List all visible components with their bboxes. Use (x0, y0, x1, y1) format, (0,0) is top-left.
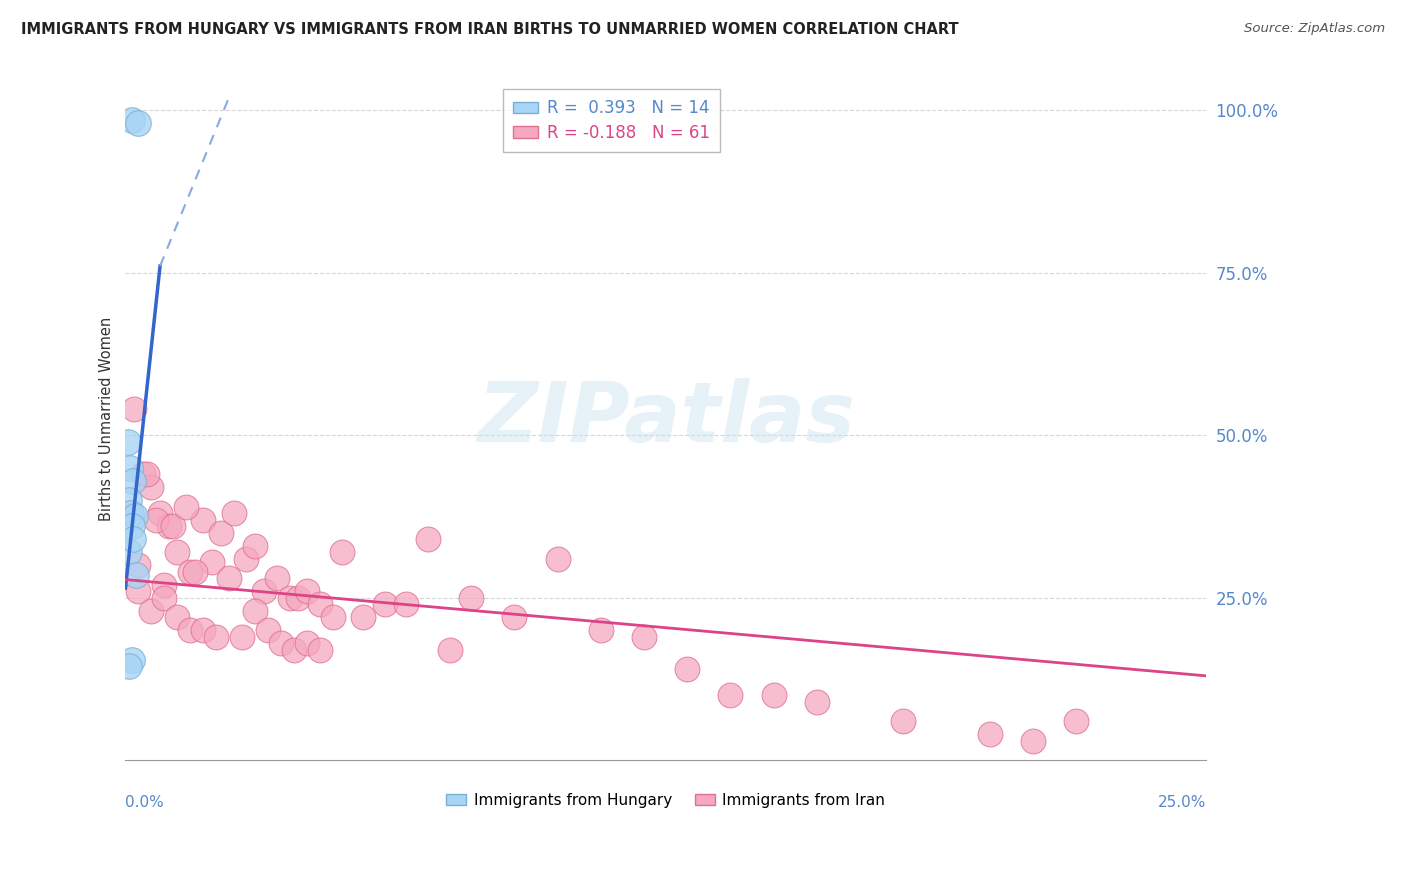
Y-axis label: Births to Unmarried Women: Births to Unmarried Women (100, 317, 114, 521)
Point (295, 584, 318, 599)
Point (153, 578, 176, 592)
Point (162, 519, 184, 533)
Point (270, 636, 292, 650)
Point (117, 434, 139, 449)
Point (283, 642, 305, 657)
Point (209, 525, 232, 540)
Point (118, 659, 141, 673)
Point (278, 591, 301, 605)
Point (193, 513, 215, 527)
Point (762, 689, 785, 703)
Point (125, 568, 148, 582)
Point (891, 714, 914, 729)
Point (122, 402, 145, 417)
Point (309, 642, 332, 657)
Text: Source: ZipAtlas.com: Source: ZipAtlas.com (1244, 22, 1385, 36)
Point (118, 545, 141, 559)
Legend: Immigrants from Hungary, Immigrants from Iran: Immigrants from Hungary, Immigrants from… (440, 787, 891, 814)
Point (235, 551, 257, 566)
Point (166, 545, 188, 559)
Point (121, 519, 143, 533)
Point (806, 695, 828, 709)
Point (374, 597, 396, 611)
Text: 25.0%: 25.0% (1157, 795, 1206, 810)
Point (141, 480, 163, 494)
Point (118, 493, 141, 508)
Point (589, 624, 612, 638)
Point (124, 509, 146, 524)
Point (720, 689, 742, 703)
Text: ZIPatlas: ZIPatlas (477, 378, 855, 459)
Point (330, 545, 353, 559)
Point (121, 652, 143, 666)
Point (120, 506, 142, 520)
Point (309, 597, 332, 611)
Point (979, 727, 1001, 741)
Point (121, 112, 143, 127)
Text: 0.0%: 0.0% (125, 795, 165, 810)
Point (118, 460, 141, 475)
Point (153, 591, 176, 605)
Point (439, 642, 461, 657)
Point (416, 533, 439, 547)
Point (322, 610, 344, 624)
Point (145, 513, 167, 527)
Point (222, 506, 245, 520)
Point (141, 604, 163, 618)
Point (127, 558, 149, 573)
Point (179, 624, 201, 638)
Point (205, 630, 228, 644)
Point (257, 624, 280, 638)
Point (266, 571, 288, 585)
Point (395, 597, 418, 611)
Point (122, 533, 145, 547)
Point (218, 571, 240, 585)
Point (127, 584, 149, 599)
Point (231, 630, 253, 644)
Point (253, 584, 276, 599)
Point (1022, 734, 1045, 748)
Point (157, 519, 180, 533)
Point (136, 467, 159, 482)
Point (122, 474, 145, 488)
Point (295, 636, 318, 650)
Text: IMMIGRANTS FROM HUNGARY VS IMMIGRANTS FROM IRAN BIRTHS TO UNMARRIED WOMEN CORREL: IMMIGRANTS FROM HUNGARY VS IMMIGRANTS FR… (21, 22, 959, 37)
Point (127, 116, 149, 130)
Point (460, 591, 482, 605)
Point (243, 539, 266, 553)
Point (1064, 714, 1087, 729)
Point (132, 467, 155, 482)
Point (676, 662, 699, 676)
Point (547, 551, 569, 566)
Point (633, 630, 655, 644)
Point (149, 506, 172, 520)
Point (287, 591, 309, 605)
Point (243, 604, 266, 618)
Point (166, 610, 188, 624)
Point (503, 610, 526, 624)
Point (193, 624, 215, 638)
Point (183, 565, 205, 579)
Point (352, 610, 374, 624)
Point (179, 565, 201, 579)
Point (201, 555, 224, 569)
Point (174, 500, 197, 514)
